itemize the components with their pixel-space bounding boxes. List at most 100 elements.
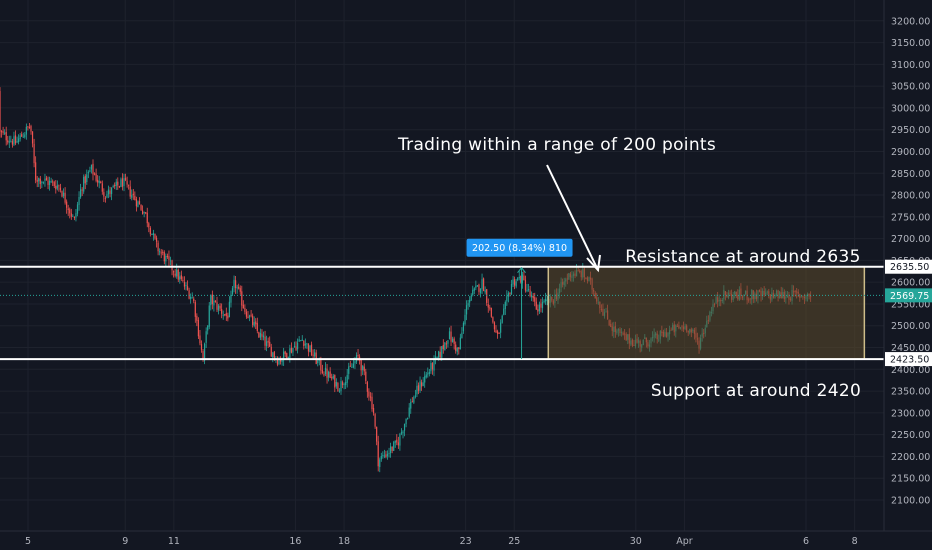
candle-body (272, 352, 274, 358)
annotation-support: Support at around 2420 (651, 381, 861, 401)
measure-tool[interactable]: 202.50 (8.34%) 810 (466, 238, 573, 360)
candle-body (262, 335, 265, 338)
candle-body (470, 295, 472, 301)
candle-body (131, 195, 133, 198)
candle-body (98, 180, 100, 184)
candle-body (10, 140, 12, 142)
candle-body (111, 187, 113, 195)
candle-body (385, 454, 387, 458)
candle-body (413, 397, 415, 403)
candle-body (438, 351, 440, 358)
candle-body (36, 180, 38, 182)
candle-body (391, 446, 393, 451)
candle-body (504, 302, 506, 309)
candle-body (135, 199, 137, 207)
candle-body (501, 315, 503, 323)
candle-body (464, 314, 466, 325)
candle-body (207, 325, 209, 331)
price-tick-label: 2300.00 (891, 408, 930, 419)
candle-body (154, 233, 156, 239)
candle-body (95, 173, 97, 181)
candle-body (202, 350, 204, 360)
candle-body (11, 141, 13, 145)
candle-body (90, 164, 93, 170)
candle-body (419, 381, 421, 391)
candle-body (225, 313, 227, 316)
candle-body (306, 343, 308, 345)
candle-body (152, 233, 155, 236)
candle-body (301, 339, 303, 341)
candle-body (163, 252, 165, 262)
candle-body (120, 179, 122, 188)
candle-body (442, 344, 444, 350)
candle-body (177, 269, 179, 280)
candle-body (196, 315, 198, 321)
support-price-tag: 2423.50 (890, 355, 929, 366)
candle-body (399, 434, 401, 446)
candle-body (273, 351, 275, 358)
candle-body (484, 290, 486, 293)
candle-body (365, 371, 367, 381)
candle-body (0, 91, 1, 132)
candle-body (101, 183, 103, 192)
candle-body (247, 316, 249, 319)
candle-body (276, 359, 279, 365)
candle-body (410, 402, 412, 409)
candle-body (335, 381, 337, 387)
candle-body (380, 456, 382, 460)
candle-body (30, 125, 32, 132)
candle-body (424, 376, 426, 383)
support-price-tag-bg (885, 352, 932, 367)
candle-body (45, 177, 48, 181)
candle-body (174, 273, 176, 276)
candle-body (343, 383, 345, 385)
candle-body (287, 356, 289, 358)
candle-body (213, 300, 215, 306)
candle-body (267, 340, 269, 343)
candle-body (352, 363, 354, 368)
candle-body (492, 317, 494, 323)
candle-body (61, 191, 63, 197)
candle-body (283, 351, 285, 361)
candle-body (393, 442, 395, 451)
candle-body (349, 365, 351, 367)
candle-body (527, 289, 530, 291)
price-tick-label: 2400.00 (891, 365, 930, 376)
candle-body (134, 195, 136, 201)
candle-body (238, 286, 240, 289)
candle-body (165, 255, 167, 262)
candle-body (248, 315, 251, 318)
candle-body (366, 382, 368, 392)
candle-body (281, 359, 283, 363)
candle-body (465, 305, 468, 315)
candle-body (289, 348, 291, 358)
candle-body (515, 281, 517, 287)
candle-body (396, 439, 398, 443)
candle-body (182, 280, 184, 282)
candle-body (329, 371, 331, 379)
resistance-price-tag: 2635.50 (890, 262, 929, 273)
candle-body (379, 459, 381, 467)
candle-body (328, 372, 330, 378)
support-resistance-lines (0, 265, 884, 361)
candle-body (300, 340, 302, 342)
candle-body (35, 162, 37, 181)
candle-body (309, 345, 311, 353)
candle-body (185, 284, 187, 286)
price-tick-label: 3100.00 (891, 60, 930, 71)
annotation-arrow (546, 164, 598, 269)
candle-body (290, 347, 292, 353)
candle-body (450, 331, 452, 342)
time-axis[interactable]: 5 9 11 16 18 23 25 30 Apr 6 8 (0, 530, 932, 547)
candle-body (317, 360, 319, 363)
candle-body (303, 340, 305, 347)
candle-body (214, 301, 217, 303)
time-tick-label: 25 (508, 536, 520, 547)
candle-body (66, 201, 68, 208)
price-tick-label: 2700.00 (891, 234, 930, 245)
candle-body (431, 363, 434, 370)
candle-body (72, 215, 74, 217)
candle-body (337, 382, 339, 391)
candle-body (489, 307, 491, 309)
